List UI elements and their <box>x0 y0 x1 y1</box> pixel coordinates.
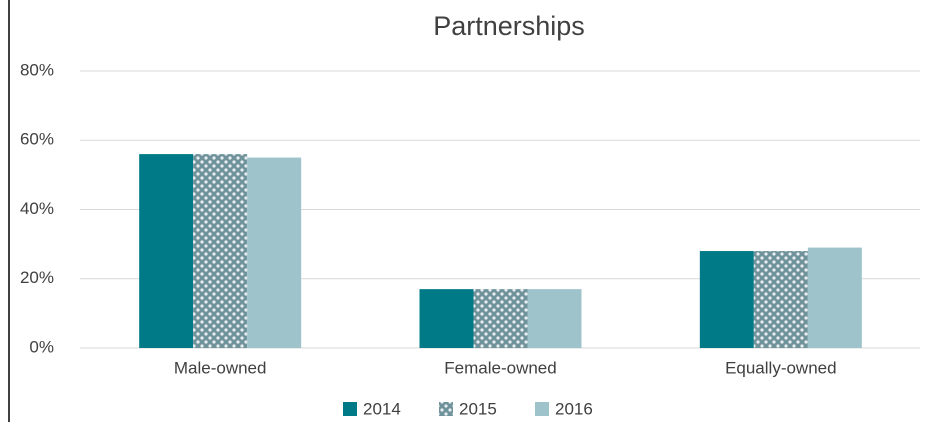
bar <box>193 154 248 348</box>
bar <box>753 251 808 348</box>
y-tick-label: 0% <box>29 337 54 356</box>
x-tick-label: Equally-owned <box>725 358 837 377</box>
x-tick-label: Female-owned <box>444 358 556 377</box>
bar <box>699 251 754 348</box>
y-tick-label: 40% <box>20 199 54 218</box>
bar <box>807 247 862 348</box>
legend-swatch <box>535 402 549 416</box>
y-tick-label: 20% <box>20 268 54 287</box>
chart-title: Partnerships <box>433 11 585 41</box>
bar <box>419 289 474 348</box>
legend-label: 2015 <box>459 399 497 418</box>
y-tick-label: 80% <box>20 60 54 79</box>
y-tick-label: 60% <box>20 130 54 149</box>
bar <box>527 289 582 348</box>
bar <box>247 157 302 348</box>
legend-swatch <box>439 402 453 416</box>
x-tick-label: Male-owned <box>174 358 267 377</box>
legend-label: 2014 <box>363 399 401 418</box>
bar <box>139 154 194 348</box>
bar <box>473 289 528 348</box>
legend-label: 2016 <box>555 399 593 418</box>
legend-swatch <box>343 402 357 416</box>
